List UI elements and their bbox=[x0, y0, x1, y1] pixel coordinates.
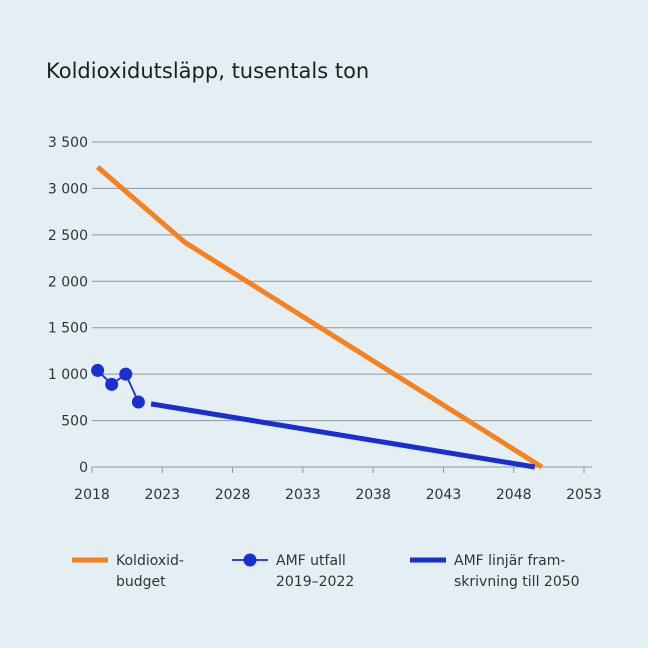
chart-title: Koldioxidutsläpp, tusentals ton bbox=[46, 59, 369, 83]
series-line-1 bbox=[96, 369, 140, 403]
legend-label: AMF linjär fram- bbox=[454, 553, 565, 569]
x-tick-label: 2038 bbox=[355, 487, 391, 503]
y-tick-label: 1 000 bbox=[48, 367, 88, 383]
data-point-marker bbox=[131, 395, 145, 409]
y-axis-ticks: 0 500 1 000 1 500 2 000 2 500 3 000 3 500 bbox=[48, 135, 88, 476]
series-line-2 bbox=[150, 401, 536, 470]
x-tick-label: 2028 bbox=[215, 487, 251, 503]
y-tick-label: 0 bbox=[79, 460, 88, 476]
y-tick-label: 2 500 bbox=[48, 228, 88, 244]
x-tick-label: 2018 bbox=[74, 487, 110, 503]
legend-label: AMF utfall bbox=[276, 553, 346, 569]
data-point-marker bbox=[91, 363, 105, 377]
x-tick-label: 2033 bbox=[285, 487, 321, 503]
x-tick-label: 2048 bbox=[496, 487, 532, 503]
x-tick-label: 2053 bbox=[566, 487, 602, 503]
legend-label: Koldioxid- bbox=[116, 553, 184, 569]
x-tick-label: 2023 bbox=[144, 487, 180, 503]
y-tick-label: 500 bbox=[61, 414, 88, 430]
x-tick-label: 2043 bbox=[426, 487, 462, 503]
legend-label: 2019–2022 bbox=[276, 574, 354, 590]
data-point-marker bbox=[119, 367, 133, 381]
legend-label: budget bbox=[116, 574, 166, 590]
y-tick-label: 1 500 bbox=[48, 321, 88, 337]
y-tick-label: 2 000 bbox=[48, 274, 88, 290]
legend-swatch-marker bbox=[243, 553, 257, 567]
legend-label: skrivning till 2050 bbox=[454, 574, 580, 590]
grid bbox=[92, 141, 592, 468]
series-line-0 bbox=[95, 165, 544, 470]
y-tick-label: 3 000 bbox=[48, 181, 88, 197]
data-point-marker bbox=[105, 377, 119, 391]
x-axis-ticks: 2018 2023 2028 2033 2038 2043 2048 2053 bbox=[74, 467, 602, 503]
y-tick-label: 3 500 bbox=[48, 135, 88, 151]
series-group bbox=[91, 165, 544, 470]
legend: Koldioxid-budget AMF utfall 2019–2022 AMF l… bbox=[72, 553, 580, 590]
